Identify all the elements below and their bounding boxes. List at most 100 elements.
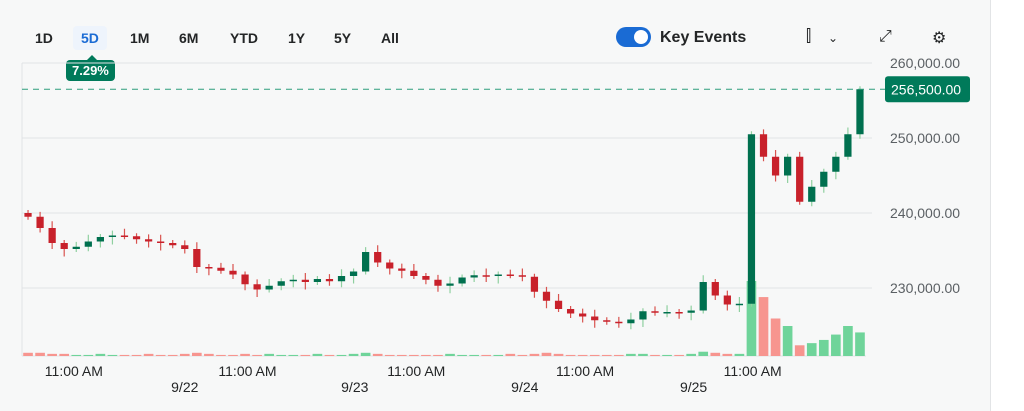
y-tick-label: 250,000.00 [890,130,960,146]
volume-bar [71,354,82,356]
volume-bar [818,339,829,356]
chart-panel: 1D 5D 1M 6M YTD 1Y 5Y All 7.29% Key Events ⫿ ⌄ … [0,0,991,411]
candle [446,283,454,286]
candle [193,249,201,267]
candle [579,313,587,317]
candle [494,274,502,276]
candle [144,239,153,242]
volume-bar [770,318,781,356]
chevron-down-icon[interactable]: ⌄ [828,31,839,45]
candle [398,268,406,271]
range-6m[interactable]: 6M [179,30,199,46]
candle [217,267,225,271]
volume-bar [565,354,576,356]
candle [566,309,575,314]
x-tick-label: 9/23 [341,379,368,395]
volume-bar [276,354,287,356]
candle [771,156,780,176]
expand-icon[interactable]: ⤢ [879,28,892,45]
gear-icon[interactable]: ⚙ [932,30,947,47]
volume-bar [155,354,166,356]
x-tick-label: 9/25 [680,379,707,395]
candlestick-icon[interactable]: ⫿ [806,28,812,45]
volume-bar [710,352,721,356]
volume-bar [240,353,250,356]
range-1y[interactable]: 1Y [288,30,306,46]
y-tick-label: 240,000.00 [890,205,960,221]
range-ytd[interactable]: YTD [230,30,258,46]
price-chart[interactable]: 260,000.00 250,000.00 240,000.00 230,000.00… [0,0,990,411]
volume-bar [228,354,238,356]
volume-bar [601,354,612,356]
candle [747,134,756,304]
volume-bar [204,353,214,356]
last-price-label-bg [885,76,970,103]
candle [458,277,466,284]
change-badge: 7.29% [66,55,115,81]
candle [48,228,56,243]
x-tick-label: 11:00 AM [556,363,614,379]
candle [410,270,418,276]
volume-bar [167,354,178,356]
candle [205,267,213,269]
candle [784,156,792,176]
last-price-label: 256,500.00 [891,81,961,97]
volume-bar [59,353,70,356]
volume-bar [433,354,443,356]
candle [615,321,623,324]
candle [675,312,683,314]
volume-bar [409,354,419,356]
candle [229,270,237,275]
key-events-toggle[interactable] [616,27,651,47]
volume-bar [95,353,106,356]
range-1m[interactable]: 1M [130,30,150,46]
volume-bar [252,354,262,356]
volume-bar [831,334,841,356]
volume-bar [35,352,45,356]
candle [157,241,165,243]
candle [422,276,430,280]
candle [36,216,44,228]
range-5y[interactable]: 5Y [334,30,352,46]
volume-bar [107,354,118,356]
volume-bar [758,297,769,356]
volume-bar [47,353,57,356]
volume-bar [360,352,371,356]
candle [132,236,141,240]
candle [434,279,442,286]
volume-bar [794,345,805,356]
volume-bar [553,353,564,356]
volume-bar [493,354,504,356]
candle [518,275,526,277]
volume-bar [264,353,274,356]
volume-bar [445,353,455,356]
volume-bar [843,326,853,356]
volume-bar [734,353,745,356]
candle [832,156,840,172]
range-all[interactable]: All [381,30,399,46]
volume-bar [384,354,395,356]
volume-bar [614,354,624,356]
volume-bar [541,352,552,356]
volume-bar [300,354,311,356]
candle [108,235,117,237]
candle [301,279,309,282]
candle [277,281,285,286]
range-5d[interactable]: 5D [73,26,107,50]
candle [325,279,334,282]
y-tick-label: 230,000.00 [890,280,960,296]
volume-bar [638,353,648,356]
volume-bar [179,353,190,356]
candle [554,300,563,309]
volume-bar [421,354,431,356]
range-1d[interactable]: 1D [35,30,53,46]
candle [169,243,177,246]
volume-bar [505,353,516,356]
volume-bar [806,343,817,356]
volume-bar [698,351,709,356]
candle [627,319,635,324]
candle [72,246,80,249]
candle [711,282,719,296]
x-tick-label: 11:00 AM [724,363,782,379]
volume-bar [348,353,359,356]
